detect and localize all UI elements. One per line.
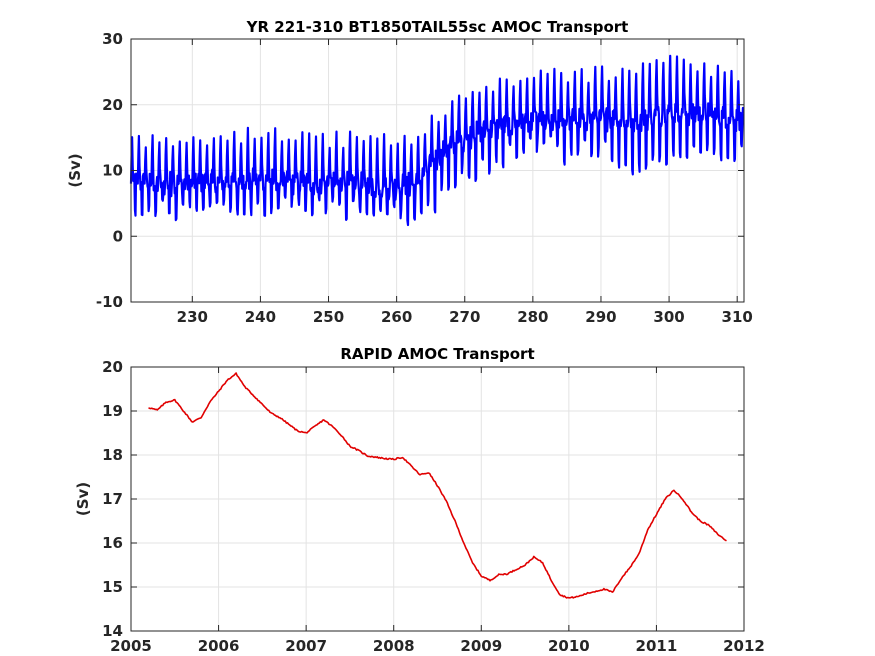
bottom-chart-y-axis-label: (Sv) bbox=[74, 482, 92, 516]
bottom-chart-y-tick-label: 19 bbox=[102, 402, 123, 420]
top-chart-x-tick-label: 310 bbox=[722, 308, 753, 326]
bottom-chart-x-tick-label: 2007 bbox=[285, 637, 327, 655]
top-chart-x-tick-label: 240 bbox=[245, 308, 276, 326]
bottom-chart-y-tick-label: 16 bbox=[102, 534, 123, 552]
top-chart-title: YR 221-310 BT1850TAIL55sc AMOC Transport bbox=[246, 18, 629, 36]
top-chart-ticks: 230 240 250 260 270 280 290 300 310 -10 0 10 20 30 bbox=[96, 30, 753, 326]
bottom-chart: 2005 2006 2007 2008 2009 2010 2011 2012 14 15 16 17… bbox=[74, 345, 765, 655]
top-chart-x-tick-label: 270 bbox=[449, 308, 480, 326]
bottom-chart-y-tick-label: 20 bbox=[102, 358, 123, 376]
top-chart-y-tick-label: 30 bbox=[102, 30, 123, 48]
bottom-chart-y-tick-label: 17 bbox=[102, 490, 123, 508]
top-chart-x-tick-label: 260 bbox=[381, 308, 412, 326]
top-chart-x-tick-label: 250 bbox=[313, 308, 344, 326]
top-chart-y-tick-label: -10 bbox=[96, 293, 123, 311]
top-chart: 230 240 250 260 270 280 290 300 310 -10 0 10 20 30 YR… bbox=[66, 18, 753, 326]
bottom-chart-ticks: 2005 2006 2007 2008 2009 2010 2011 2012 14 15 16 17… bbox=[102, 358, 765, 655]
bottom-chart-title: RAPID AMOC Transport bbox=[340, 345, 534, 363]
bottom-chart-x-tick-label: 2012 bbox=[723, 637, 765, 655]
bottom-chart-x-tick-label: 2009 bbox=[460, 637, 502, 655]
top-chart-x-tick-label: 230 bbox=[177, 308, 208, 326]
top-chart-x-tick-label: 280 bbox=[517, 308, 548, 326]
bottom-chart-y-tick-label: 14 bbox=[102, 622, 123, 640]
top-chart-y-tick-label: 0 bbox=[113, 227, 123, 245]
top-chart-y-tick-label: 10 bbox=[102, 162, 123, 180]
top-chart-x-tick-label: 300 bbox=[653, 308, 684, 326]
top-chart-y-tick-label: 20 bbox=[102, 96, 123, 114]
top-chart-x-tick-label: 290 bbox=[585, 308, 616, 326]
bottom-chart-x-tick-label: 2010 bbox=[548, 637, 590, 655]
bottom-chart-y-tick-label: 15 bbox=[102, 578, 123, 596]
bottom-chart-x-tick-label: 2005 bbox=[110, 637, 152, 655]
top-chart-y-axis-label: (Sv) bbox=[66, 153, 84, 187]
bottom-chart-series-line bbox=[148, 372, 727, 599]
top-chart-series-line bbox=[129, 54, 745, 227]
bottom-chart-x-tick-label: 2008 bbox=[373, 637, 415, 655]
bottom-chart-y-tick-label: 18 bbox=[102, 446, 123, 464]
bottom-chart-x-tick-label: 2006 bbox=[198, 637, 240, 655]
bottom-chart-x-tick-label: 2011 bbox=[636, 637, 678, 655]
